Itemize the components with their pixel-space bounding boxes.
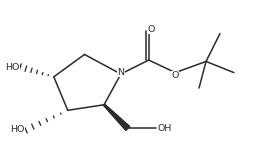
- Text: OH: OH: [158, 124, 172, 133]
- Text: N: N: [117, 68, 124, 77]
- Text: O: O: [148, 24, 155, 34]
- Text: O: O: [172, 71, 179, 80]
- Text: HO: HO: [5, 63, 19, 72]
- Polygon shape: [103, 104, 130, 130]
- Text: HO: HO: [10, 125, 25, 134]
